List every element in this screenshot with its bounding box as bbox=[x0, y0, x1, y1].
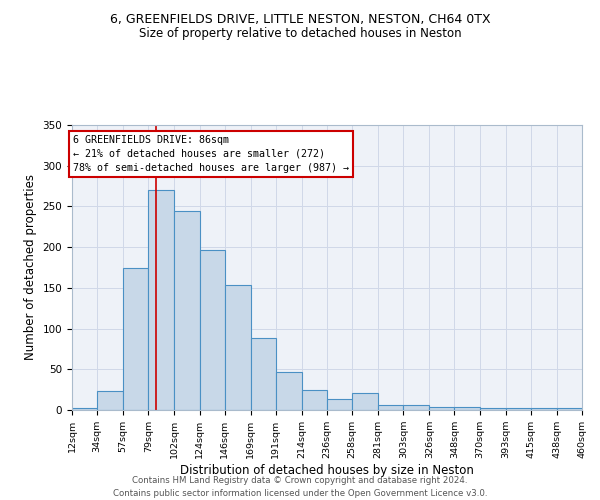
Bar bbox=[531, 408, 557, 410]
Bar bbox=[302, 390, 327, 410]
Bar bbox=[378, 405, 403, 410]
Bar bbox=[327, 400, 352, 410]
Bar bbox=[479, 408, 506, 410]
Bar bbox=[557, 408, 582, 410]
Bar bbox=[97, 392, 123, 410]
Text: Contains HM Land Registry data © Crown copyright and database right 2024.
Contai: Contains HM Land Registry data © Crown c… bbox=[113, 476, 487, 498]
X-axis label: Distribution of detached houses by size in Neston: Distribution of detached houses by size … bbox=[180, 464, 474, 477]
Bar bbox=[251, 338, 276, 410]
Bar bbox=[175, 210, 199, 410]
Bar bbox=[506, 408, 531, 410]
Bar bbox=[403, 405, 430, 410]
Text: 6 GREENFIELDS DRIVE: 86sqm
← 21% of detached houses are smaller (272)
78% of sem: 6 GREENFIELDS DRIVE: 86sqm ← 21% of deta… bbox=[73, 135, 349, 173]
Y-axis label: Number of detached properties: Number of detached properties bbox=[24, 174, 37, 360]
Bar bbox=[72, 408, 97, 410]
Bar bbox=[430, 406, 455, 410]
Bar bbox=[148, 190, 175, 410]
Bar bbox=[455, 406, 479, 410]
Bar bbox=[224, 286, 251, 410]
Bar bbox=[123, 268, 148, 410]
Text: 6, GREENFIELDS DRIVE, LITTLE NESTON, NESTON, CH64 0TX: 6, GREENFIELDS DRIVE, LITTLE NESTON, NES… bbox=[110, 12, 490, 26]
Bar bbox=[199, 250, 224, 410]
Bar bbox=[276, 372, 302, 410]
Text: Size of property relative to detached houses in Neston: Size of property relative to detached ho… bbox=[139, 28, 461, 40]
Bar bbox=[352, 393, 378, 410]
